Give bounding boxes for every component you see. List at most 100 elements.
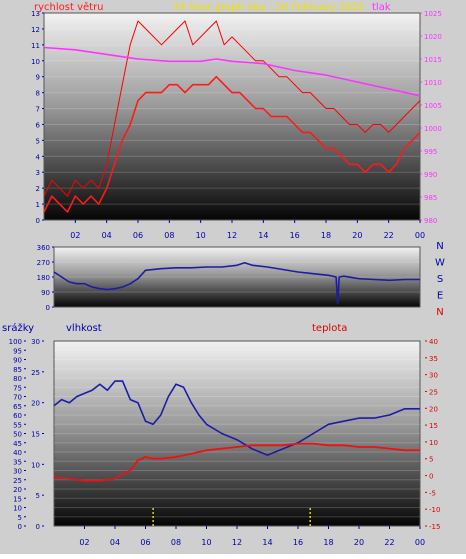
rain-axis-label: 95 bbox=[13, 347, 22, 355]
rain-axis-label: 80 bbox=[13, 375, 22, 383]
temperature-axis-label: 40 bbox=[429, 338, 438, 346]
temperature-axis-label: 35 bbox=[429, 355, 438, 363]
pressure-axis-label: 985 bbox=[424, 194, 437, 202]
panel3-hour-label: 12 bbox=[232, 538, 242, 547]
panel1-hour-label: 14 bbox=[258, 231, 268, 240]
temperature-axis-label: 0 bbox=[429, 473, 433, 481]
panel3-hour-label: 20 bbox=[354, 538, 364, 547]
temperature-axis-label: 10 bbox=[429, 439, 438, 447]
temperature-axis-label: 25 bbox=[429, 388, 438, 396]
panel3-hour-label: 06 bbox=[140, 538, 150, 547]
pressure-label: tlak bbox=[372, 2, 391, 13]
pressure-axis-label: 980 bbox=[424, 217, 437, 225]
rain-axis-label: 25 bbox=[13, 477, 22, 485]
pressure-axis-label: 995 bbox=[424, 148, 437, 156]
panel3-plot-area bbox=[54, 341, 420, 526]
tick-layer: 0123456789101112139809859909951000100510… bbox=[9, 10, 445, 547]
rain-axis-label: 5 bbox=[18, 514, 22, 522]
rain-axis-label: 70 bbox=[13, 394, 22, 402]
humidity-axis-label: 10 bbox=[31, 461, 40, 469]
rain-axis-label: 100 bbox=[9, 338, 22, 346]
humidity-axis-label: 5 bbox=[36, 492, 40, 500]
rain-axis-label: 40 bbox=[13, 449, 22, 457]
rain-axis-label: 50 bbox=[13, 431, 22, 439]
panel1-hour-label: 12 bbox=[227, 231, 237, 240]
wind-axis-label: 2 bbox=[36, 185, 40, 193]
panel1-plot-area bbox=[44, 13, 420, 220]
panel3-hour-label: 18 bbox=[323, 538, 333, 547]
humidity-axis-label: 25 bbox=[31, 369, 40, 377]
wind-axis-label: 3 bbox=[36, 169, 40, 177]
temperature-series bbox=[53, 442, 420, 482]
rain-axis-label: 45 bbox=[13, 440, 22, 448]
wind-axis-label: 6 bbox=[36, 121, 41, 129]
panel1-hour-label: 08 bbox=[164, 231, 174, 240]
temperature-axis-label: -10 bbox=[429, 506, 440, 514]
wind-axis-label: 5 bbox=[36, 137, 40, 145]
panel3-hour-label: 22 bbox=[384, 538, 394, 547]
direction-axis-label: 90 bbox=[41, 289, 50, 297]
humidity-axis-label: 30 bbox=[31, 338, 40, 346]
rain-axis-label: 75 bbox=[13, 384, 22, 392]
panel1-series-2 bbox=[43, 46, 421, 97]
pressure-axis-label: 990 bbox=[424, 171, 437, 179]
humidity-label: vlhkost bbox=[66, 323, 102, 334]
compass-label: S bbox=[437, 274, 443, 285]
temperature-axis-label: -15 bbox=[429, 523, 440, 531]
pressure-axis-label: 1010 bbox=[424, 79, 442, 87]
compass-label: W bbox=[435, 258, 445, 269]
pressure-axis-label: 1000 bbox=[424, 125, 442, 133]
direction-axis-label: 360 bbox=[37, 244, 50, 252]
rain-axis-label: 20 bbox=[13, 486, 22, 494]
panel1-hour-label: 18 bbox=[321, 231, 331, 240]
wind-axis-label: 1 bbox=[36, 201, 40, 209]
compass-label: N bbox=[436, 241, 443, 252]
temperature-label: teplota bbox=[312, 323, 347, 334]
panel2-plot-area bbox=[54, 247, 420, 307]
panel3-hour-label: 16 bbox=[293, 538, 303, 547]
panel3-hour-label: 10 bbox=[201, 538, 211, 547]
compass-label: N bbox=[436, 307, 443, 318]
panel1-hour-label: 10 bbox=[196, 231, 206, 240]
series-layer bbox=[43, 20, 421, 526]
panel3-hour-label: 14 bbox=[262, 538, 272, 547]
wind-axis-label: 13 bbox=[31, 10, 40, 18]
wind-speed-label: rychlost větru bbox=[34, 1, 104, 13]
wind-axis-label: 11 bbox=[31, 42, 40, 50]
rain-axis-label: 85 bbox=[13, 366, 22, 374]
pressure-axis-label: 1025 bbox=[424, 10, 442, 18]
panel1-series-0 bbox=[43, 75, 421, 213]
chart-title: 24 hour graph day : 20 February 2022 bbox=[173, 2, 364, 13]
panel3-hour-label: 02 bbox=[79, 538, 89, 547]
direction-series bbox=[53, 261, 420, 305]
panel1-hour-label: 16 bbox=[290, 231, 300, 240]
pressure-axis-label: 1005 bbox=[424, 102, 442, 110]
wind-axis-label: 8 bbox=[36, 90, 40, 98]
temperature-axis-label: 15 bbox=[429, 422, 438, 430]
humidity-axis-label: 20 bbox=[31, 400, 40, 408]
temperature-axis-label: 20 bbox=[429, 405, 438, 413]
rain-axis-label: 65 bbox=[13, 403, 22, 411]
rain-axis-label: 90 bbox=[13, 357, 22, 365]
rain-axis-label: 60 bbox=[13, 412, 22, 420]
temperature-axis-label: -5 bbox=[429, 489, 436, 497]
temperature-axis-label: 5 bbox=[429, 456, 433, 464]
humidity-series bbox=[53, 380, 420, 456]
panel1-hour-label: 00 bbox=[415, 231, 425, 240]
panel3-hour-label: 08 bbox=[171, 538, 181, 547]
wind-axis-label: 0 bbox=[36, 217, 40, 225]
panel1-hour-label: 04 bbox=[102, 231, 112, 240]
rain-axis-label: 55 bbox=[13, 421, 22, 429]
pressure-axis-label: 1020 bbox=[424, 33, 442, 41]
panel1-series-1 bbox=[43, 20, 421, 197]
humidity-axis-label: 0 bbox=[36, 523, 40, 531]
panel1-hour-label: 02 bbox=[70, 231, 80, 240]
wind-axis-label: 12 bbox=[31, 26, 40, 34]
panel3-hour-label: 04 bbox=[110, 538, 120, 547]
compass-label: E bbox=[437, 291, 443, 302]
panel3-hour-label: 00 bbox=[415, 538, 425, 547]
wind-axis-label: 9 bbox=[36, 74, 40, 82]
direction-axis-label: 270 bbox=[37, 259, 50, 267]
